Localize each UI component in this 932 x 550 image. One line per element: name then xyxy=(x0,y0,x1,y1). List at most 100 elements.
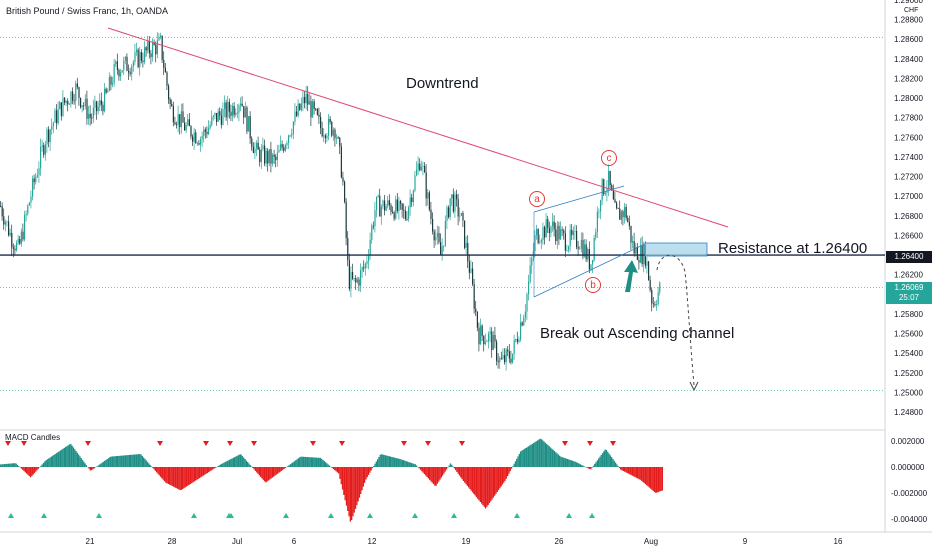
candle-body xyxy=(462,212,464,221)
macd-bar xyxy=(590,467,592,470)
macd-bar xyxy=(163,467,166,482)
candle-body xyxy=(452,194,454,212)
candle-body xyxy=(334,129,336,139)
time-tick-label: 12 xyxy=(368,537,377,546)
macd-bar xyxy=(525,448,527,467)
candle-body xyxy=(211,116,213,125)
sell-signal-marker xyxy=(203,441,209,446)
candle-body xyxy=(80,97,82,108)
macd-bar xyxy=(24,467,26,473)
macd-bar xyxy=(224,461,227,467)
candle-body xyxy=(534,235,536,252)
candle-body xyxy=(390,205,392,212)
buy-signal-marker xyxy=(589,513,595,518)
macd-bar xyxy=(218,465,220,467)
candle-body xyxy=(385,206,387,211)
candle-body xyxy=(307,93,309,105)
candle-body xyxy=(539,242,541,244)
macd-bar xyxy=(111,456,114,467)
channel-lower-line xyxy=(533,243,646,298)
candle-body xyxy=(280,144,282,151)
macd-bar xyxy=(162,467,164,480)
candle-body xyxy=(129,72,131,75)
macd-bar xyxy=(137,454,140,467)
macd-bar xyxy=(188,467,190,485)
macd-bar xyxy=(404,460,406,467)
candle-body xyxy=(252,146,254,153)
candle-body xyxy=(616,202,618,209)
macd-bar xyxy=(479,467,481,503)
macd-bar xyxy=(79,456,81,467)
macd-bar xyxy=(594,463,596,467)
macd-bar xyxy=(332,467,335,469)
macd-bar xyxy=(276,467,279,474)
macd-bar xyxy=(514,461,517,467)
candle-body xyxy=(44,144,46,155)
macd-bar xyxy=(547,445,549,467)
candle-body xyxy=(248,116,250,132)
candle-body xyxy=(649,280,651,290)
macd-bar xyxy=(574,461,576,467)
price-tick-label: 1.26200 xyxy=(894,271,923,280)
macd-bar xyxy=(549,447,552,467)
candle-body xyxy=(555,229,557,242)
candle-body xyxy=(147,41,149,51)
macd-bar xyxy=(659,467,661,492)
sell-signal-marker xyxy=(227,441,233,446)
candle-body xyxy=(345,201,347,239)
candle-body xyxy=(169,99,171,104)
macd-bar xyxy=(564,458,566,467)
macd-bar xyxy=(49,457,51,467)
candle-body xyxy=(217,111,219,122)
candle-body xyxy=(208,127,210,135)
macd-bar xyxy=(0,464,2,467)
macd-bar xyxy=(32,467,34,475)
macd-bar xyxy=(249,464,251,467)
candle-body xyxy=(451,194,453,199)
candle-body xyxy=(304,96,306,104)
candle-body xyxy=(310,101,312,118)
candle-body xyxy=(416,169,418,176)
macd-bar xyxy=(248,463,250,467)
price-tick-label: 1.25000 xyxy=(894,388,923,397)
macd-bar xyxy=(435,467,437,486)
macd-bar xyxy=(429,467,431,480)
macd-bar xyxy=(384,455,387,467)
candle-body xyxy=(320,116,322,129)
macd-bar xyxy=(624,467,626,472)
macd-bar xyxy=(71,445,73,467)
macd-bar xyxy=(232,457,234,467)
macd-bar xyxy=(552,449,554,467)
macd-bar xyxy=(397,458,400,467)
macd-bar xyxy=(55,453,58,467)
macd-bar xyxy=(540,439,543,467)
candle-body xyxy=(459,215,461,217)
candle-body xyxy=(105,88,107,93)
candle-body xyxy=(283,147,285,151)
macd-bar xyxy=(427,467,429,479)
buy-signal-marker xyxy=(451,513,457,518)
price-tick-label: 1.28200 xyxy=(894,74,923,83)
macd-bar xyxy=(448,465,450,467)
macd-bar xyxy=(438,467,440,482)
macd-bar xyxy=(131,454,133,467)
candle-body xyxy=(518,339,520,342)
macd-bar xyxy=(309,457,311,467)
candle-body xyxy=(40,146,42,169)
candle-body xyxy=(187,119,189,126)
sell-signal-marker xyxy=(401,441,407,446)
macd-bar xyxy=(412,463,414,467)
candle-body xyxy=(550,226,552,234)
candle-body xyxy=(627,218,629,222)
macd-bar xyxy=(156,467,158,473)
macd-bar xyxy=(469,467,471,490)
macd-bar xyxy=(393,457,396,467)
candle-body xyxy=(65,100,67,103)
macd-bar xyxy=(315,457,318,467)
candle-body xyxy=(601,179,603,201)
candle-body xyxy=(318,114,320,117)
macd-bar xyxy=(352,467,354,517)
candle-body xyxy=(9,232,11,236)
